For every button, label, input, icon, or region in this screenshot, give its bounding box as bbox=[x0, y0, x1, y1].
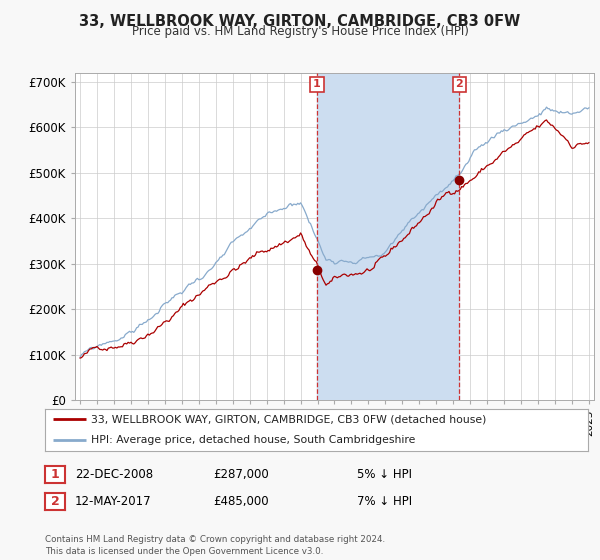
Text: 2: 2 bbox=[50, 494, 59, 508]
Text: 33, WELLBROOK WAY, GIRTON, CAMBRIDGE, CB3 0FW: 33, WELLBROOK WAY, GIRTON, CAMBRIDGE, CB… bbox=[79, 14, 521, 29]
Text: 1: 1 bbox=[50, 468, 59, 481]
Text: 12-MAY-2017: 12-MAY-2017 bbox=[75, 494, 152, 508]
Text: £485,000: £485,000 bbox=[213, 494, 269, 508]
Text: HPI: Average price, detached house, South Cambridgeshire: HPI: Average price, detached house, Sout… bbox=[91, 435, 416, 445]
Text: 22-DEC-2008: 22-DEC-2008 bbox=[75, 468, 153, 481]
Text: Price paid vs. HM Land Registry's House Price Index (HPI): Price paid vs. HM Land Registry's House … bbox=[131, 25, 469, 38]
Text: 5% ↓ HPI: 5% ↓ HPI bbox=[357, 468, 412, 481]
Text: 7% ↓ HPI: 7% ↓ HPI bbox=[357, 494, 412, 508]
Text: Contains HM Land Registry data © Crown copyright and database right 2024.
This d: Contains HM Land Registry data © Crown c… bbox=[45, 535, 385, 556]
Text: 33, WELLBROOK WAY, GIRTON, CAMBRIDGE, CB3 0FW (detached house): 33, WELLBROOK WAY, GIRTON, CAMBRIDGE, CB… bbox=[91, 414, 487, 424]
Bar bbox=[317, 73, 460, 400]
Text: £287,000: £287,000 bbox=[213, 468, 269, 481]
Text: 2: 2 bbox=[455, 80, 463, 90]
Text: 1: 1 bbox=[313, 80, 321, 90]
